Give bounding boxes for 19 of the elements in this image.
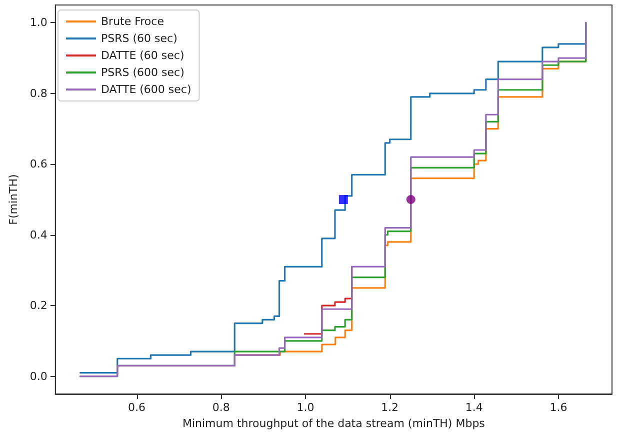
x-tick-label: 1.6 xyxy=(550,401,568,414)
x-tick-label: 1.4 xyxy=(465,401,483,414)
y-tick-label: 0.8 xyxy=(30,86,48,100)
y-tick-label: 0.4 xyxy=(30,228,48,242)
y-axis-title: F(minTH) xyxy=(7,174,20,225)
y-tick-label: 0.0 xyxy=(30,370,48,383)
legend-label: Brute Froce xyxy=(101,15,164,28)
x-axis-title: Minimum throughput of the data stream (minTH) Mbps xyxy=(182,417,486,430)
x-tick-label: 1.0 xyxy=(296,401,314,414)
x-tick-label: 1.2 xyxy=(381,401,399,414)
legend-label: PSRS (60 sec) xyxy=(101,32,178,45)
y-tick-label: 0.6 xyxy=(30,158,48,171)
x-tick-label: 0.6 xyxy=(128,401,146,414)
legend-label: DATTE (60 sec) xyxy=(101,49,184,62)
legend-label: PSRS (600 sec) xyxy=(101,66,184,79)
y-tick-label: 0.2 xyxy=(30,299,48,312)
y-tick-label: 1.0 xyxy=(30,16,48,30)
legend-label: DATTE (600 sec) xyxy=(101,83,192,96)
x-tick-label: 0.8 xyxy=(212,401,230,414)
